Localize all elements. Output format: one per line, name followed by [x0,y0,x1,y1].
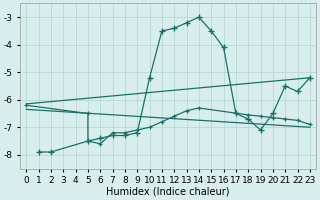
X-axis label: Humidex (Indice chaleur): Humidex (Indice chaleur) [106,187,230,197]
